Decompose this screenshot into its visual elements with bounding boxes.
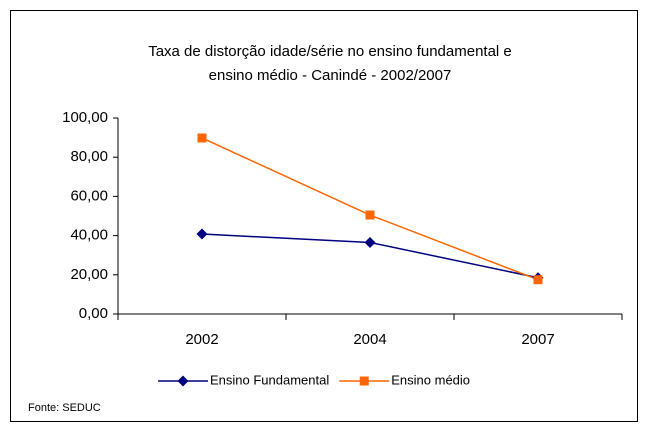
legend-marker bbox=[359, 376, 369, 386]
legend-marker bbox=[177, 375, 189, 387]
y-tick-label: 100,00 bbox=[62, 109, 108, 126]
x-tick-label: 2007 bbox=[521, 331, 554, 348]
y-tick-label: 0,00 bbox=[79, 305, 108, 322]
legend-label: Ensino médio bbox=[391, 372, 470, 387]
x-tick-label: 2004 bbox=[353, 331, 386, 348]
data-point bbox=[533, 275, 543, 285]
x-tick-label: 2002 bbox=[185, 331, 218, 348]
data-point bbox=[197, 133, 207, 143]
y-tick-label: 80,00 bbox=[70, 148, 108, 165]
chart-title: Taxa de distorção idade/série no ensino … bbox=[148, 43, 512, 84]
data-point bbox=[365, 210, 375, 220]
data-point bbox=[364, 236, 376, 248]
y-tick-label: 40,00 bbox=[70, 227, 108, 244]
y-tick-label: 60,00 bbox=[70, 187, 108, 204]
chart-title-line: Taxa de distorção idade/série no ensino … bbox=[148, 43, 512, 60]
chart-border bbox=[10, 10, 638, 422]
legend-label: Ensino Fundamental bbox=[210, 372, 329, 387]
chart-title-line: ensino médio - Canindé - 2002/2007 bbox=[209, 67, 452, 84]
data-point bbox=[196, 228, 208, 240]
y-tick-label: 20,00 bbox=[70, 266, 108, 283]
source-note: Fonte: SEDUC bbox=[28, 402, 101, 414]
